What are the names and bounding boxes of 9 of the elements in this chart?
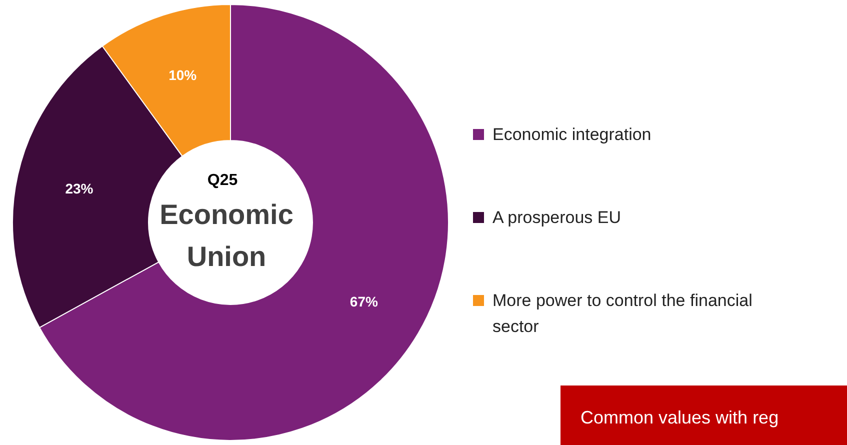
- legend-label: Economic integration: [492, 125, 652, 144]
- legend-label: More power to control the financial sector: [492, 291, 752, 336]
- data-label: 67%: [350, 293, 378, 310]
- data-label: 10%: [168, 67, 198, 84]
- text: Q25: [207, 172, 238, 189]
- text: Economic Union: [160, 199, 294, 272]
- data-label: 23%: [65, 180, 94, 197]
- legend-label: A prosperous EU: [492, 208, 622, 227]
- text: Common values with reg: [580, 408, 779, 428]
